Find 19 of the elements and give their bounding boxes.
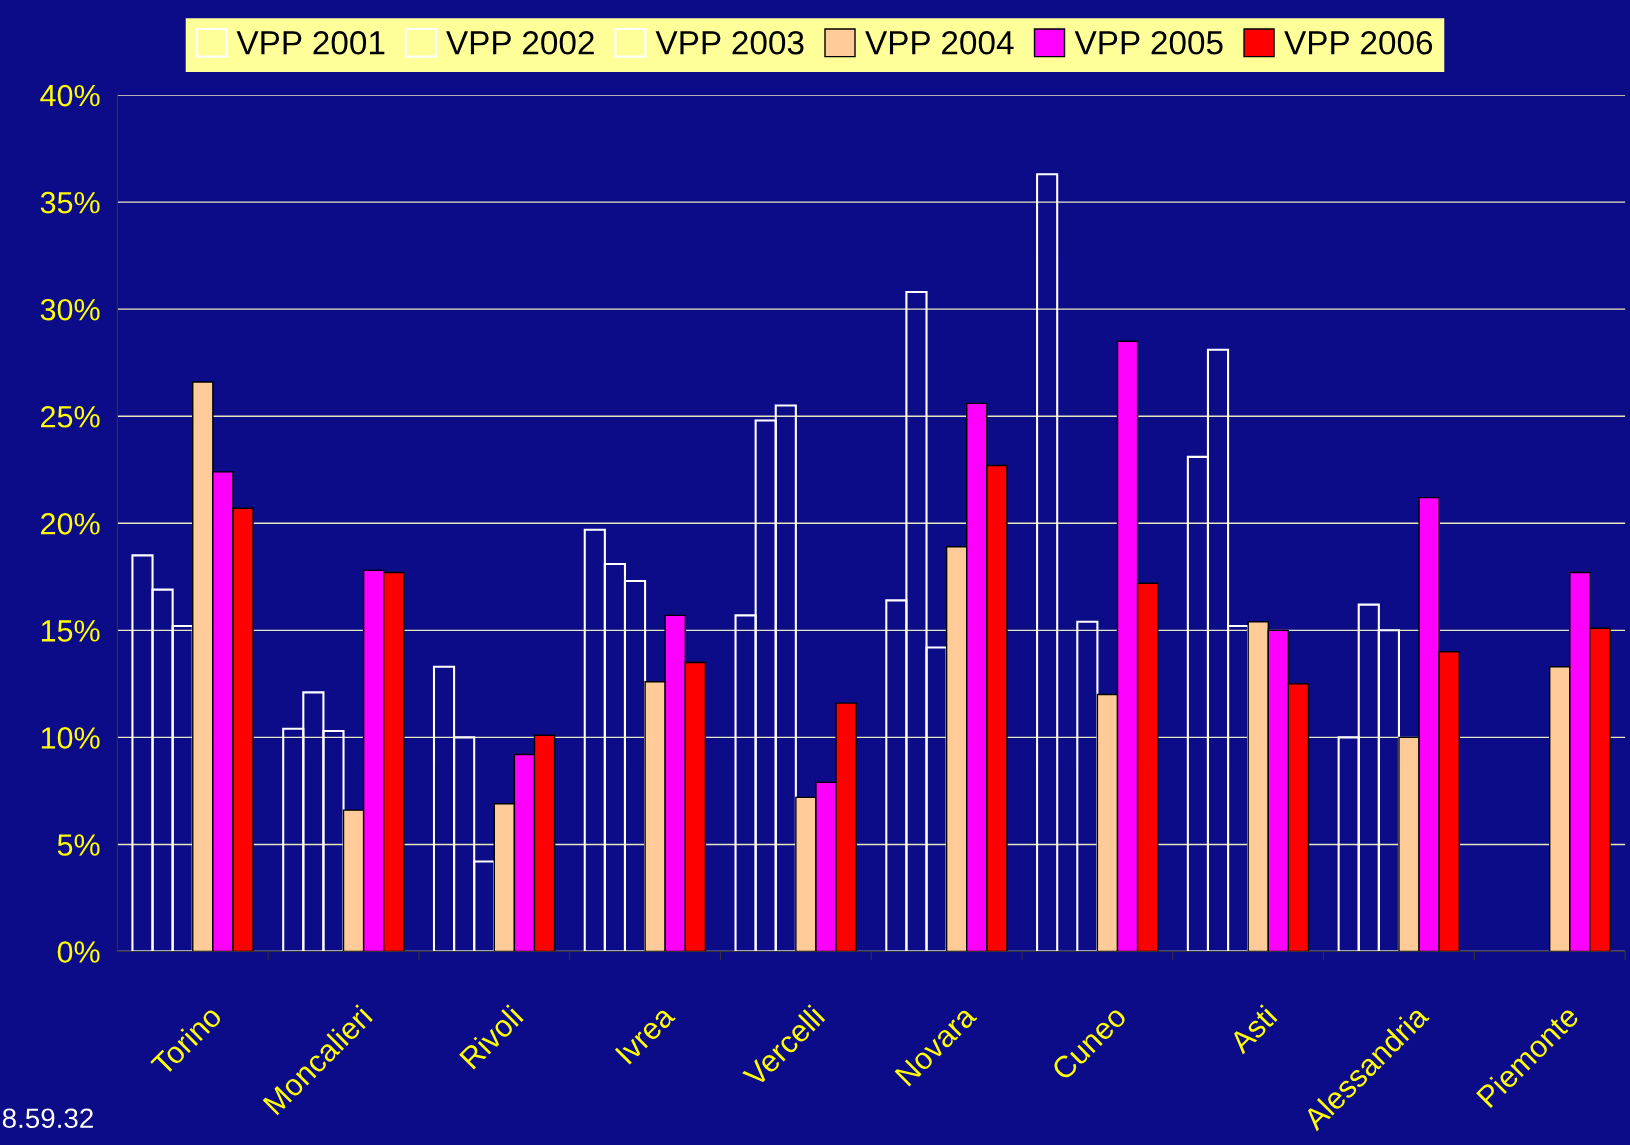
text: 8.59.32 [2,1108,93,1129]
y-tick-label: 20% [41,513,100,535]
y-tick-label: 10% [41,727,100,749]
y-tick-label: 30% [40,298,100,321]
y-tick-label: 15% [41,620,100,642]
legend-label: VPP 2001 [236,31,385,55]
legend-label: VPP 2006 [1284,31,1433,55]
y-tick-label: 5% [57,834,100,856]
bar [1036,173,1059,952]
y-tick-label: 40% [40,84,100,107]
legend-label: VPP 2003 [655,31,804,55]
y-tick-label: 0% [57,941,100,963]
y-tick-label: 35% [40,191,100,214]
x-tick-label: Asti [1227,1004,1278,1055]
legend-label: VPP 2005 [1074,31,1223,55]
bar [1076,620,1099,952]
legend-label: VPP 2002 [446,31,594,55]
legend-label: VPP 2004 [865,31,1014,55]
y-tick-label: 25% [41,405,100,428]
